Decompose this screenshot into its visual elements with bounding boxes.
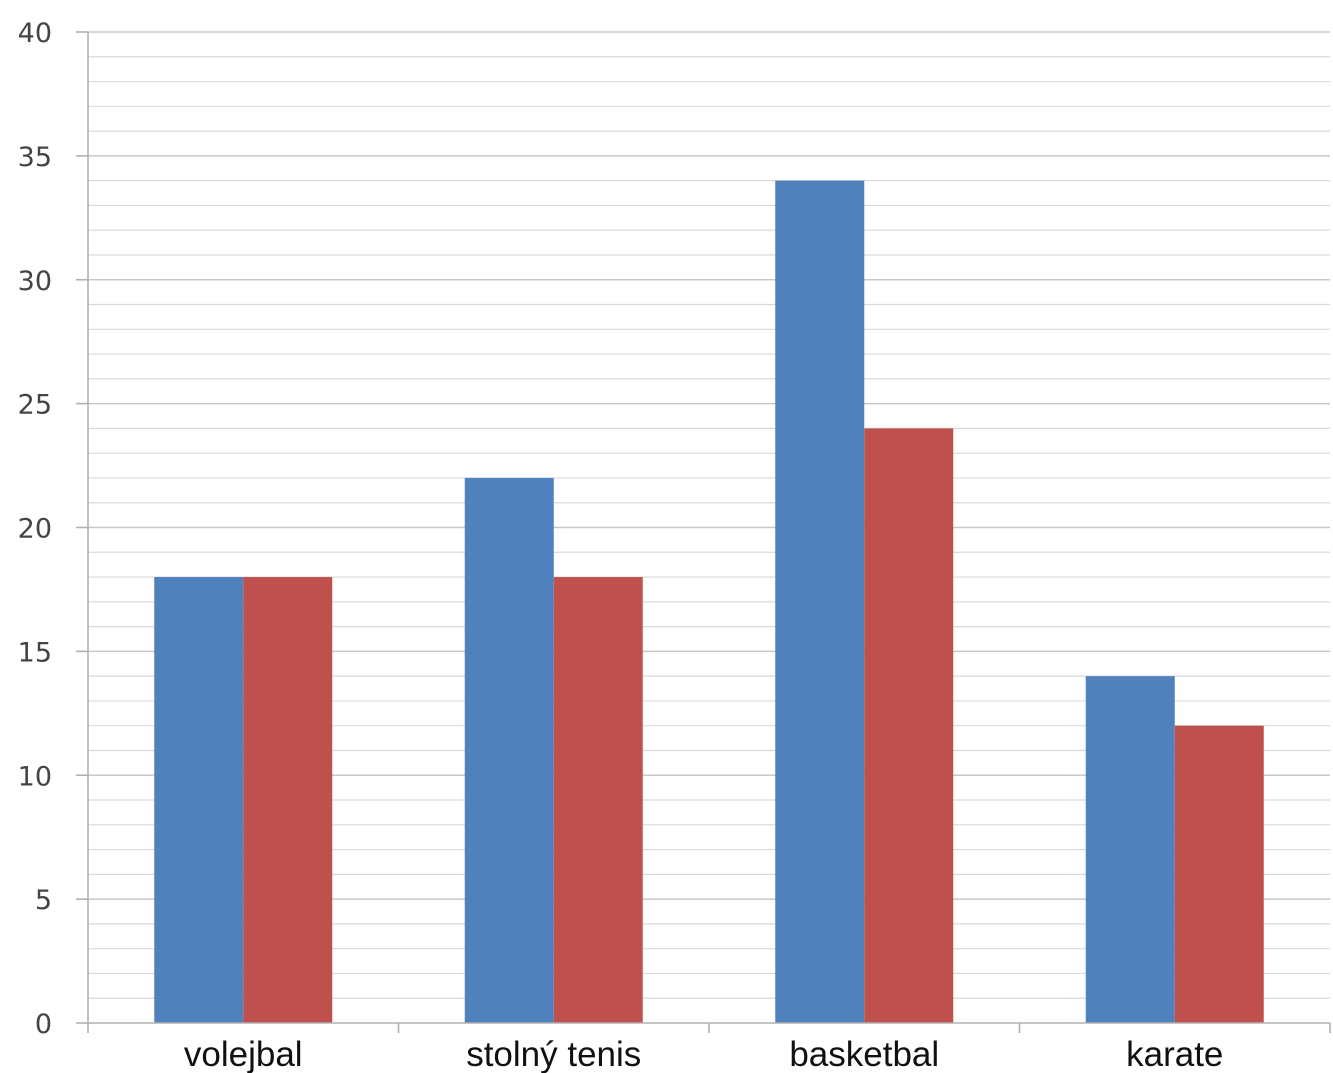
y-tick-label: 25 [18, 390, 52, 421]
bar-2-3 [864, 428, 954, 1023]
y-tick-label: 5 [35, 885, 52, 916]
y-tick-label: 30 [18, 266, 52, 297]
x-tick-label: volejbal [184, 1035, 303, 1073]
y-tick-label: 35 [18, 142, 52, 173]
bars [154, 180, 1264, 1023]
bar-2-1 [243, 577, 333, 1023]
axes [76, 31, 1331, 1033]
x-tick-label: stolný tenis [466, 1035, 641, 1073]
bar-1-3 [775, 180, 865, 1023]
bar-1-2 [464, 477, 554, 1023]
y-tick-label: 0 [35, 1009, 52, 1040]
y-tick-label: 40 [18, 18, 52, 49]
bar-2-2 [553, 577, 643, 1023]
tick-labels: volejbal stolný tenis basketbal karate 0 5 10 1… [18, 18, 1224, 1073]
x-tick-label: basketbal [789, 1035, 939, 1073]
x-tick-label: karate [1126, 1035, 1223, 1073]
bar-2-4 [1174, 725, 1264, 1023]
y-tick-label: 15 [18, 637, 52, 668]
y-tick-label: 10 [18, 761, 52, 792]
bar-1-4 [1085, 676, 1175, 1023]
y-tick-label: 20 [18, 514, 52, 545]
bar-1-1 [154, 577, 244, 1023]
